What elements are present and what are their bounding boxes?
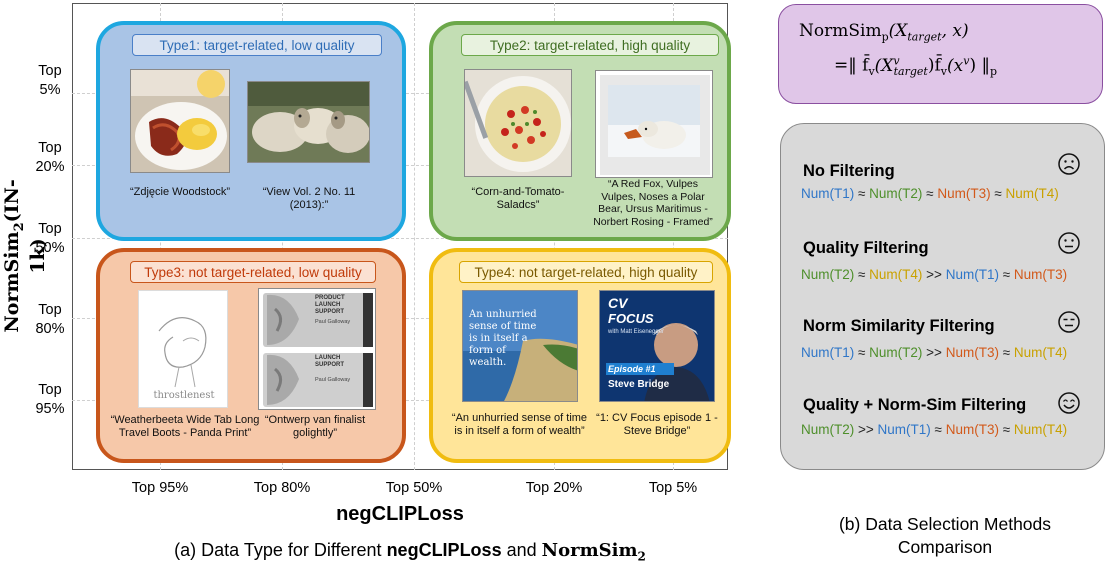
quadrant-type2: Type2: target-related, high quality xyxy=(429,21,731,241)
count-term: Num(T2) xyxy=(801,267,855,282)
photo-podcast-cover: CV FOCUS with Matt Eisenegger Episode #1… xyxy=(599,290,715,402)
quadrant-title: Type3: not target-related, low quality xyxy=(130,261,376,283)
formula-box: NormSimp(Xtarget, x) =‖ f̄v(Xvtarget)f̄v… xyxy=(778,4,1103,104)
y-tick: Top 95% xyxy=(35,382,65,417)
methods-comparison-box: No Filtering Num(T1) ≈ Num(T2) ≈ Num(T3)… xyxy=(780,123,1105,470)
neutral-face-icon xyxy=(1058,232,1080,254)
x-tick: Top 80% xyxy=(253,480,311,496)
count-term: Num(T4) xyxy=(1005,186,1059,201)
card-heading: PRODUCT LAUNCH SUPPORT xyxy=(315,295,345,315)
method-relation: Num(T2) >> Num(T1) ≈ Num(T3) ≈ Num(T4) xyxy=(801,422,1067,437)
count-term: Num(T3) xyxy=(945,422,999,437)
photo-coast-quote: An unhurried sense of time is in itself … xyxy=(462,290,578,402)
method-title: Norm Similarity Filtering xyxy=(803,317,995,335)
relation-operator: >> xyxy=(922,345,946,360)
image-caption: “View Vol. 2 No. 11 (2013):” xyxy=(262,186,356,211)
x-tick: Top 5% xyxy=(648,480,698,496)
relation-operator: ≈ xyxy=(998,267,1014,282)
quadrant-type4: Type4: not target-related, high quality … xyxy=(429,248,731,463)
relation-operator: >> xyxy=(854,422,878,437)
method-relation: Num(T1) ≈ Num(T2) >> Num(T3) ≈ Num(T4) xyxy=(801,345,1067,360)
photo-fox-bear xyxy=(595,70,713,178)
photo-salad xyxy=(464,69,572,177)
happy-face-icon xyxy=(1058,392,1080,414)
y-tick: Top 50% xyxy=(35,221,65,256)
x-tick: Top 50% xyxy=(385,480,443,496)
expressionless-face-icon xyxy=(1058,311,1080,333)
count-term: Num(T3) xyxy=(1013,267,1068,282)
relation-operator: ≈ xyxy=(854,267,870,282)
photo-horse-sketch: throstlenest xyxy=(138,290,228,408)
sketch-watermark: throstlenest xyxy=(153,390,215,401)
quadrant-type3: Type3: not target-related, low quality t… xyxy=(96,248,406,463)
y-tick: Top 5% xyxy=(38,63,62,98)
count-term: Num(T1) xyxy=(801,345,855,360)
photo-business-cards: PRODUCT LAUNCH SUPPORT Paul Galloway LAU… xyxy=(258,288,376,410)
count-term: Num(T4) xyxy=(869,267,923,282)
count-term: Num(T3) xyxy=(937,186,991,201)
card-heading: LAUNCH SUPPORT xyxy=(315,355,345,368)
podcast-cv: CV xyxy=(608,295,628,311)
count-term: Num(T2) xyxy=(801,422,855,437)
relation-operator: >> xyxy=(922,267,946,282)
quadrant-title: Type1: target-related, low quality xyxy=(132,34,382,56)
podcast-host: with Matt Eisenegger xyxy=(608,329,665,335)
caption-b: (b) Data Selection Methods Comparison xyxy=(838,514,1052,557)
quadrant-title: Type4: not target-related, high quality xyxy=(459,261,713,283)
formula-rhs: =‖ f̄v(Xvtarget)f̄v(xv) ‖p xyxy=(834,54,998,79)
image-caption: “Ontwerp van finalist golightly” xyxy=(264,414,366,439)
count-term: Num(T1) xyxy=(877,422,931,437)
x-axis-label: negCLIPLoss xyxy=(336,503,464,525)
image-caption: “1: CV Focus episode 1 - Steve Bridge” xyxy=(596,412,718,437)
method-title: Quality + Norm-Sim Filtering xyxy=(803,396,1027,414)
podcast-focus: FOCUS xyxy=(608,311,654,326)
image-caption: “A Red Fox, Vulpes Vulpes, Noses a Polar… xyxy=(593,178,713,228)
podcast-guest: Steve Bridge xyxy=(608,379,670,390)
count-term: Num(T4) xyxy=(1013,422,1068,437)
count-term: Num(T4) xyxy=(1013,345,1068,360)
relation-operator: ≈ xyxy=(922,186,938,201)
y-tick: Top 80% xyxy=(35,302,65,337)
relation-operator: ≈ xyxy=(998,345,1014,360)
photo-breakfast xyxy=(130,69,230,173)
method-relation: Num(T1) ≈ Num(T2) ≈ Num(T3) ≈ Num(T4) xyxy=(801,186,1059,201)
relation-operator: ≈ xyxy=(930,422,946,437)
image-caption: “Zdjęcie Woodstock” xyxy=(129,186,231,198)
relation-operator: ≈ xyxy=(854,345,870,360)
formula-lhs: NormSimp(Xtarget, x) xyxy=(799,21,969,44)
y-tick: Top 20% xyxy=(35,140,65,175)
sad-face-icon xyxy=(1058,153,1080,175)
relation-operator: ≈ xyxy=(990,186,1006,201)
gridline xyxy=(414,3,415,470)
count-term: Num(T2) xyxy=(869,186,923,201)
count-term: Num(T1) xyxy=(945,267,999,282)
image-caption: “An unhurried sense of time is in itself… xyxy=(451,412,588,437)
relation-operator: ≈ xyxy=(998,422,1014,437)
quadrant-type1: Type1: target-related, low quality “Zdję xyxy=(96,21,406,241)
count-term: Num(T1) xyxy=(801,186,855,201)
method-title: No Filtering xyxy=(803,162,895,180)
x-tick: Top 95% xyxy=(131,480,189,496)
y-axis-label: NormSim2(IN-1k) xyxy=(1,179,49,333)
caption-a: (a) Data Type for Different negCLIPLoss … xyxy=(174,540,646,564)
card-name: Paul Galloway xyxy=(315,319,351,325)
photo-sheep xyxy=(247,81,370,163)
image-caption: “Corn-and-Tomato-Saladcs” xyxy=(471,186,565,211)
method-title: Quality Filtering xyxy=(803,239,929,257)
gridline xyxy=(72,238,728,239)
podcast-episode: Episode #1 xyxy=(608,364,656,374)
x-tick: Top 20% xyxy=(525,480,583,496)
quadrant-title: Type2: target-related, high quality xyxy=(461,34,719,56)
method-relation: Num(T2) ≈ Num(T4) >> Num(T1) ≈ Num(T3) xyxy=(801,267,1067,282)
card-name: Paul Galloway xyxy=(315,377,351,383)
relation-operator: ≈ xyxy=(854,186,870,201)
image-caption: “Weatherbeeta Wide Tab Long Travel Boots… xyxy=(110,414,260,439)
count-term: Num(T2) xyxy=(869,345,923,360)
quote-text: An unhurried sense of time is in itself … xyxy=(469,309,537,368)
count-term: Num(T3) xyxy=(945,345,999,360)
